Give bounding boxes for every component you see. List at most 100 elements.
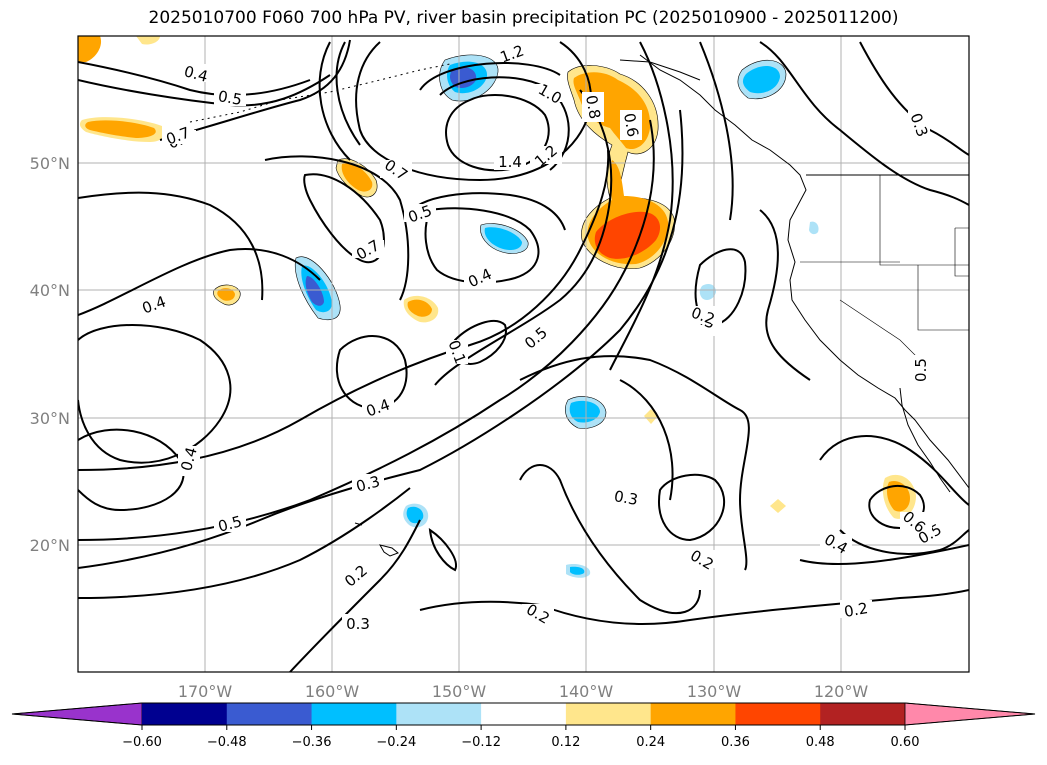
colorbar-tick-label: 0.36 [721,735,750,750]
contour-line [78,248,321,316]
contour-line [609,41,674,371]
contour-label-bg [178,446,200,476]
contour-line [699,41,734,221]
contour-label-bg [352,240,384,258]
contour-label-bg [534,84,566,102]
colorbar-segment [481,703,567,725]
colorbar-segment [650,703,736,725]
contour-line [78,61,311,97]
contour-label-bg [380,160,412,178]
contour-line [419,589,969,625]
contour-label-bg [620,110,642,140]
map-title: 2025010700 F060 700 hPa PV, river basin … [148,8,899,28]
lon-label: 120°W [814,682,869,701]
contour-line [658,473,726,542]
precip-patch [484,227,522,250]
contour-label-bg [530,146,562,164]
contour-label: 0.2 [843,599,870,621]
precip-patch [406,506,424,524]
contour-label-bg [214,88,246,106]
contour-line [424,207,540,284]
precip-patch [305,276,324,306]
contour-label-bg [582,92,604,122]
precip-patch [85,120,156,138]
lon-label: 130°W [687,682,742,701]
contour-label-bg [340,566,372,584]
map-frame [77,35,970,673]
lon-label: 140°W [559,682,614,701]
precip-patch [809,221,819,235]
contour-label-bg [464,268,496,286]
colorbar-segment [226,703,313,725]
colorbar-tick-label: −0.24 [376,735,416,750]
contour-line [519,464,701,615]
colorbar: −0.60 −0.48 −0.36 −0.24 −0.12 0.12 0.24 0.36 0.4… [11,702,1036,750]
contour-label: 0.4 [182,62,210,86]
contour-label-bg [404,204,436,222]
contour-line [428,527,457,572]
contour-line [78,428,185,512]
precip-patch [78,36,102,62]
colorbar-tick-label: −0.48 [207,735,247,750]
colorbar-segment [565,703,652,725]
contour-line [318,41,351,161]
longitude-labels: 170°W 160°W 150°W 140°W 130°W 120°W [178,682,869,701]
precip-patch [742,66,780,94]
contour-label: 0.3 [346,615,370,633]
contour-label-bg [820,534,852,552]
contour-line [78,191,264,301]
contour-label-bg [162,126,194,144]
precip-patch [570,566,585,575]
contour-label: 0.4 [177,445,201,473]
contour-label: 0.5 [216,512,244,536]
colorbar-tick-label: −0.60 [122,735,162,750]
colorbar-tick-label: 0.60 [891,735,920,750]
colorbar-segment [311,703,397,725]
contour-label-bg [496,44,528,62]
contour-labels: 0.4 0.5 0.7 1.2 1.0 0.8 0.6 1.4 1.2 0.7 … [138,41,946,633]
colorbar-tick-label: 0.12 [551,735,580,750]
contour-label-bg [686,550,718,568]
contour-line [759,41,969,206]
contour-line [799,544,969,566]
precip-patch [699,284,716,300]
contour-line [335,335,408,410]
precip-patch [136,36,160,45]
state-border [839,299,921,361]
precip-patch [449,67,477,88]
contour-label-bg [520,328,552,346]
precip-patch [770,499,786,513]
contour-label-bg [446,340,468,364]
contour-line [519,355,750,571]
lat-label: 20°N [30,536,70,555]
lat-label: 50°N [30,154,70,173]
colorbar-tick-label: −0.36 [292,735,332,750]
contour-line [819,435,969,506]
contour-label: 0.8 [582,94,604,121]
contour-line [407,192,566,231]
state-border [954,227,969,277]
contour-label-bg [180,64,212,82]
contour-line [419,62,561,91]
hawaii-island [378,544,399,557]
contour-line [78,109,684,569]
colorbar-extend-high [904,702,1036,726]
contour-line [759,209,811,381]
precip-patch [569,400,600,423]
contour-line [619,379,674,501]
lon-label: 160°W [305,682,360,701]
colorbar-segment [396,703,482,725]
colorbar-tick-label: 0.48 [806,735,835,750]
contour-line [264,155,410,301]
contour-label-bg [494,152,526,170]
contour-line [303,173,385,264]
precip-patch [217,288,235,301]
contour-line [78,487,411,599]
contour-label: 0.5 [217,87,244,109]
precip-patch [341,163,373,192]
contour-label-bg [362,398,394,416]
lat-label: 40°N [30,281,70,300]
contour-label: 0.6 [620,112,642,139]
precip-patch [407,299,432,317]
state-border [917,265,969,331]
